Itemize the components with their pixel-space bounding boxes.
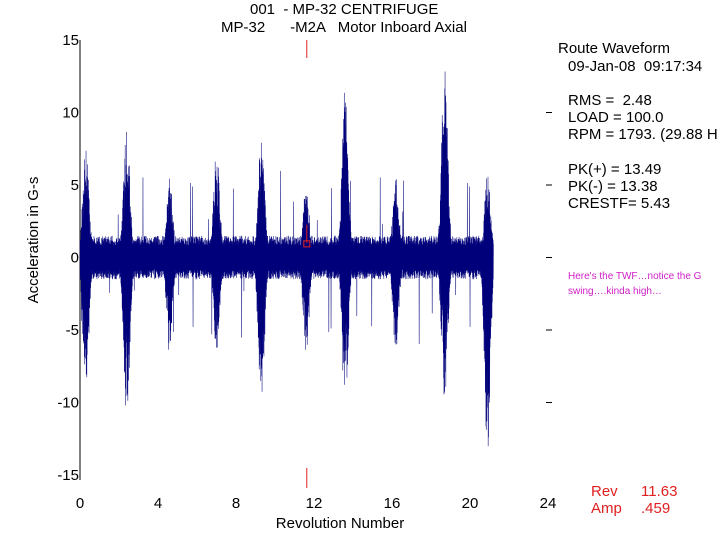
info-pk-neg: PK(-) = 13.38 [568, 178, 658, 195]
y-tick-label: -5 [66, 322, 79, 339]
waveform-series-line [79, 71, 494, 447]
cursor-amp-value: .459 [641, 500, 671, 517]
x-tick-label: 4 [154, 495, 162, 512]
y-tick-label: 15 [62, 32, 79, 49]
y-tick-label: 10 [62, 105, 79, 122]
x-tick-labels: 0 4 8 12 16 20 24 [76, 495, 557, 512]
x-tick-label: 20 [462, 495, 479, 512]
cursor-rev-value: 11.63 [641, 483, 678, 500]
x-tick-label: 8 [232, 495, 240, 512]
info-crestf: CRESTF= 5.43 [568, 195, 671, 212]
right-axis-ticks [546, 112, 552, 403]
y-tick-label: 5 [71, 177, 79, 194]
x-tick-label: 16 [384, 495, 401, 512]
chart-title-line2: MP-32 -M2A Motor Inboard Axial [221, 19, 467, 36]
y-tick-label: -10 [57, 395, 79, 412]
annotation-note: Here's the TWF…notice the G swing….kinda… [568, 271, 702, 297]
info-header: Route Waveform [558, 40, 670, 57]
y-tick-label: -15 [57, 467, 79, 484]
info-rms: RMS = 2.48 [568, 92, 652, 109]
x-tick-label: 12 [306, 495, 323, 512]
x-axis-label: Revolution Number [276, 515, 404, 532]
cursor-point-marker[interactable] [303, 240, 311, 248]
info-load: LOAD = 100.0 [568, 109, 664, 126]
y-axis-label: Acceleration in G-s [25, 177, 42, 304]
cursor-markers[interactable] [303, 40, 311, 488]
info-rpm: RPM = 1793. (29.88 H [568, 126, 718, 143]
x-tick-label: 0 [76, 495, 84, 512]
info-pk-pos: PK(+) = 13.49 [568, 161, 662, 178]
cursor-rev-label: Rev [591, 483, 618, 500]
y-tick-label: 0 [71, 250, 79, 267]
x-tick-label: 24 [540, 495, 557, 512]
cursor-amp-label: Amp [591, 500, 622, 517]
info-datetime: 09-Jan-08 09:17:34 [568, 58, 703, 75]
chart-title-line1: 001 - MP-32 CENTRIFUGE [250, 1, 439, 18]
y-tick-labels: 15 10 5 0 -5 -10 -15 [57, 32, 79, 484]
